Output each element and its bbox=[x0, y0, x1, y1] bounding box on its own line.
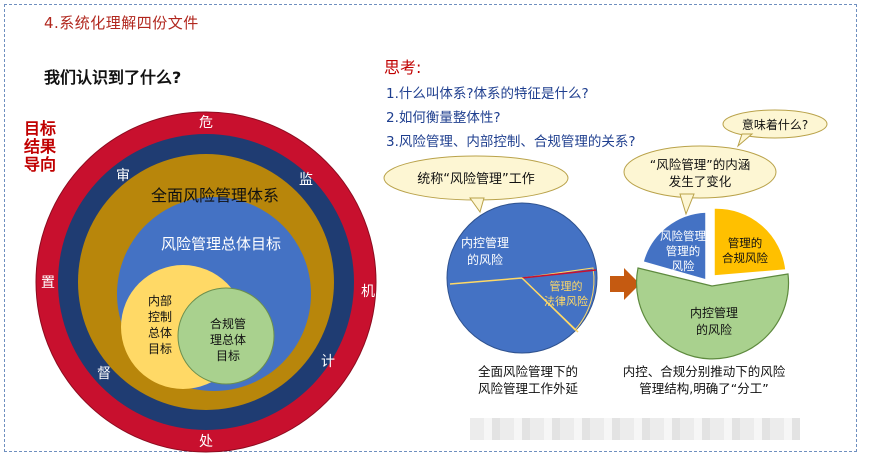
green-label-line-2: 理总体 bbox=[210, 333, 246, 347]
left-bubble: 统称“风险管理”工作 bbox=[383, 155, 569, 214]
right-yellow-line-1: 管理的 bbox=[728, 236, 763, 250]
left-caption-line-1: 全面风险管理下的 bbox=[478, 364, 578, 379]
blue-circle-label: 风险管理总体目标 bbox=[161, 235, 281, 253]
ring-char-top: 危 bbox=[199, 115, 213, 131]
left-big-line-1: 内控管理 bbox=[461, 235, 509, 250]
yellow-label-line-2: 控制 bbox=[148, 310, 172, 324]
right-bubble-line-2: 发生了变化 bbox=[669, 174, 732, 189]
right-pie-yellow-slice bbox=[713, 207, 787, 277]
right-bubble: “风险管理”的内涵 发生了变化 bbox=[623, 145, 777, 216]
left-small-line-2: 法律风险 bbox=[544, 294, 588, 308]
navy-char-top-left: 审 bbox=[116, 168, 130, 184]
navy-char-top-right: 监 bbox=[299, 172, 313, 188]
slide-title: 4.系统化理解四份文件 bbox=[44, 14, 199, 32]
yellow-label-line-4: 目标 bbox=[148, 342, 172, 356]
right-green-line-2: 的风险 bbox=[696, 322, 732, 337]
right-blue-line-2: 管理的 bbox=[666, 244, 701, 258]
right-caption-line-1: 内控、合规分别推动下的风险 bbox=[623, 364, 786, 379]
question-2: 2.如何衡量整体性? bbox=[386, 110, 501, 126]
left-pie-small-label: 管理的 法律风险 bbox=[544, 279, 588, 308]
left-pie-line-red bbox=[521, 269, 597, 279]
right-blue-label: 风险管理 管理的 风险 bbox=[660, 229, 706, 273]
navy-char-bottom-left: 督 bbox=[97, 366, 111, 382]
left-bubble-text: 统称“风险管理”工作 bbox=[417, 172, 534, 187]
transition-arrow bbox=[610, 268, 640, 300]
right-green-label: 内控管理 的风险 bbox=[690, 305, 738, 337]
right-blue-line-3: 风险 bbox=[672, 259, 695, 273]
right-yellow-label: 管理的 合规风险 bbox=[722, 236, 768, 265]
watermark-blur bbox=[470, 418, 800, 440]
ring-char-bottom: 处 bbox=[199, 434, 213, 450]
green-circle-label: 合规管 理总体 目标 bbox=[210, 316, 246, 363]
right-pie-blue-slice bbox=[642, 211, 707, 281]
navy-char-bottom-right: 计 bbox=[321, 354, 335, 370]
right-pie-green-slice bbox=[635, 267, 790, 360]
left-pie-big-label: 内控管理 的风险 bbox=[461, 235, 509, 267]
slide-subtitle: 我们认识到了什么? bbox=[44, 68, 182, 87]
left-caption-line-2: 风险管理工作外延 bbox=[478, 381, 579, 396]
green-circle bbox=[177, 287, 275, 385]
right-green-line-1: 内控管理 bbox=[690, 305, 738, 320]
thinking-title: 思考: bbox=[384, 58, 422, 77]
question-1: 1.什么叫体系?体系的特征是什么? bbox=[386, 86, 589, 102]
green-label-line-3: 目标 bbox=[216, 349, 240, 363]
ring-char-right: 机 bbox=[361, 284, 375, 300]
slide-frame bbox=[4, 4, 857, 452]
right-yellow-line-2: 合规风险 bbox=[722, 251, 768, 265]
question-3: 3.风险管理、内部控制、合规管理的关系? bbox=[386, 134, 636, 150]
left-small-line-1: 管理的 bbox=[550, 279, 583, 293]
right-small-bubble-text: 意味着什么? bbox=[742, 117, 808, 132]
right-bubble-line-1: “风险管理”的内涵 bbox=[650, 157, 750, 172]
gold-ring-label: 全面风险管理体系 bbox=[151, 186, 279, 205]
green-label-line-1: 合规管 bbox=[210, 316, 246, 331]
ring-char-left: 置 bbox=[41, 275, 55, 291]
right-small-bubble: 意味着什么? bbox=[722, 109, 828, 148]
left-pie-line-red-2 bbox=[521, 277, 579, 333]
right-caption-line-2: 管理结构,明确了“分工” bbox=[639, 381, 768, 396]
right-blue-line-1: 风险管理 bbox=[660, 229, 706, 243]
left-pie-line-yellow bbox=[449, 277, 523, 285]
yellow-circle-label: 内部 控制 总体 目标 bbox=[148, 293, 172, 356]
left-big-line-2: 的风险 bbox=[467, 252, 503, 267]
yellow-label-line-3: 总体 bbox=[148, 326, 172, 340]
side-goal-label: 目标结果导向 bbox=[24, 119, 57, 174]
yellow-label-line-1: 内部 bbox=[148, 293, 172, 308]
